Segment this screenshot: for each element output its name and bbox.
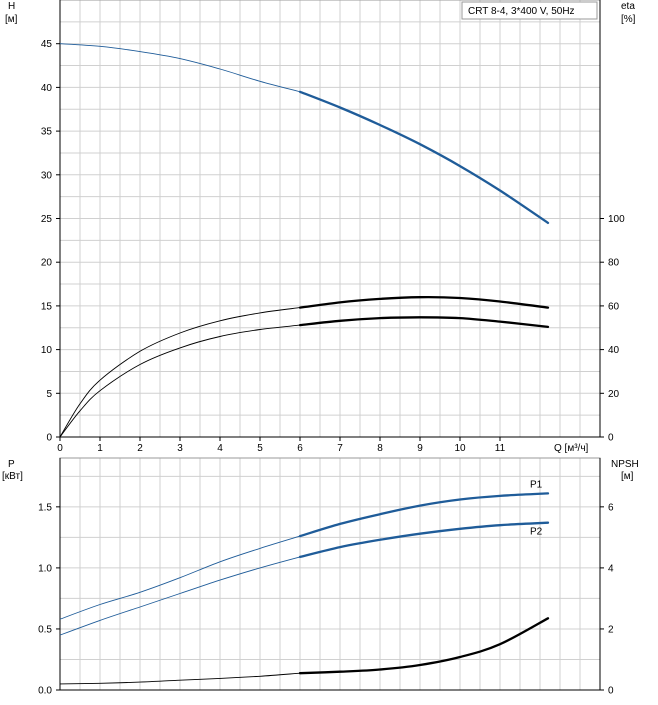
right-axis-tick-label: 60	[608, 301, 620, 312]
right-axis-tick-label: 2	[608, 624, 614, 635]
series-efficiency-lower-line	[59, 324, 301, 438]
model-label: CRT 8-4, 3*400 V, 50Hz	[468, 6, 575, 17]
frame-layer	[56, 0, 604, 691]
series-efficiency-lower-operating-line	[298, 316, 550, 329]
x-axis-tick-label: 7	[337, 443, 343, 454]
x-axis-tick-label: 9	[417, 443, 423, 454]
left-axis-tick-label: 0.0	[38, 686, 52, 697]
series-NPSH-line	[59, 672, 301, 685]
right-axis-title: NPSH	[611, 459, 639, 470]
right-axis-tick-label: 0	[608, 433, 614, 444]
series-P2-operating-line	[298, 521, 550, 559]
right-axis-tick-label: 6	[608, 502, 614, 513]
text-layer: 051015202530354045020406080100H[м]eta[%]…	[2, 1, 639, 697]
right-axis-unit: [%]	[621, 14, 636, 25]
left-axis-tick-label: 15	[41, 301, 53, 312]
left-axis-tick-label: 30	[41, 170, 53, 181]
left-axis-title: P	[8, 459, 15, 470]
right-axis-tick-label: 80	[608, 258, 620, 269]
series-layer	[59, 43, 550, 685]
x-axis-title: Q [м³/ч]	[554, 443, 589, 454]
x-axis-tick-label: 1	[97, 443, 103, 454]
left-axis-tick-label: 45	[41, 39, 53, 50]
model-label-box	[461, 1, 598, 20]
x-axis-tick-label: 0	[57, 443, 63, 454]
series-P1-label: P1	[530, 479, 543, 490]
right-axis-tick-label: 100	[608, 214, 625, 225]
right-axis-title: eta	[621, 1, 635, 12]
left-axis-unit: [кВт]	[2, 471, 23, 482]
grid-layer	[60, 0, 600, 690]
right-axis-tick-label: 40	[608, 345, 620, 356]
x-axis-tick-label: 8	[377, 443, 383, 454]
x-axis-tick-label: 2	[137, 443, 143, 454]
series-P2-label: P2	[530, 527, 543, 538]
series-efficiency-upper-operating-line	[298, 295, 550, 309]
left-axis-tick-label: 5	[46, 389, 52, 400]
x-axis-tick-label: 3	[177, 443, 183, 454]
plot-frame	[59, 457, 601, 691]
left-axis-title: H	[8, 1, 15, 12]
x-axis-tick-label: 5	[257, 443, 263, 454]
right-axis-tick-label: 20	[608, 389, 620, 400]
series-NPSH-operating-line	[298, 617, 550, 675]
right-axis-unit: [м]	[621, 471, 634, 482]
series-P1-operating-line	[298, 492, 550, 538]
left-axis-tick-label: 1.5	[38, 502, 52, 513]
left-axis-unit: [м]	[5, 14, 18, 25]
x-axis-tick-label: 4	[217, 443, 223, 454]
series-P2-line	[59, 556, 301, 636]
left-axis-tick-label: 20	[41, 258, 53, 269]
right-axis-tick-label: 4	[608, 563, 614, 574]
left-axis-tick-label: 35	[41, 127, 53, 138]
left-axis-tick-label: 0.5	[38, 624, 52, 635]
x-axis-tick-label: 10	[454, 443, 466, 454]
right-axis-tick-label: 0	[608, 686, 614, 697]
series-head-operating-line	[298, 90, 550, 225]
x-axis-tick-label: 11	[495, 443, 506, 454]
series-P1-line	[59, 535, 301, 620]
left-axis-tick-label: 10	[41, 345, 53, 356]
left-axis-tick-label: 40	[41, 83, 53, 94]
series-efficiency-upper-line	[59, 307, 301, 438]
x-axis-tick-label: 6	[297, 443, 303, 454]
left-axis-tick-label: 0	[46, 433, 52, 444]
left-axis-tick-label: 25	[41, 214, 53, 225]
left-axis-tick-label: 1.0	[38, 563, 52, 574]
series-head-line	[59, 43, 301, 93]
